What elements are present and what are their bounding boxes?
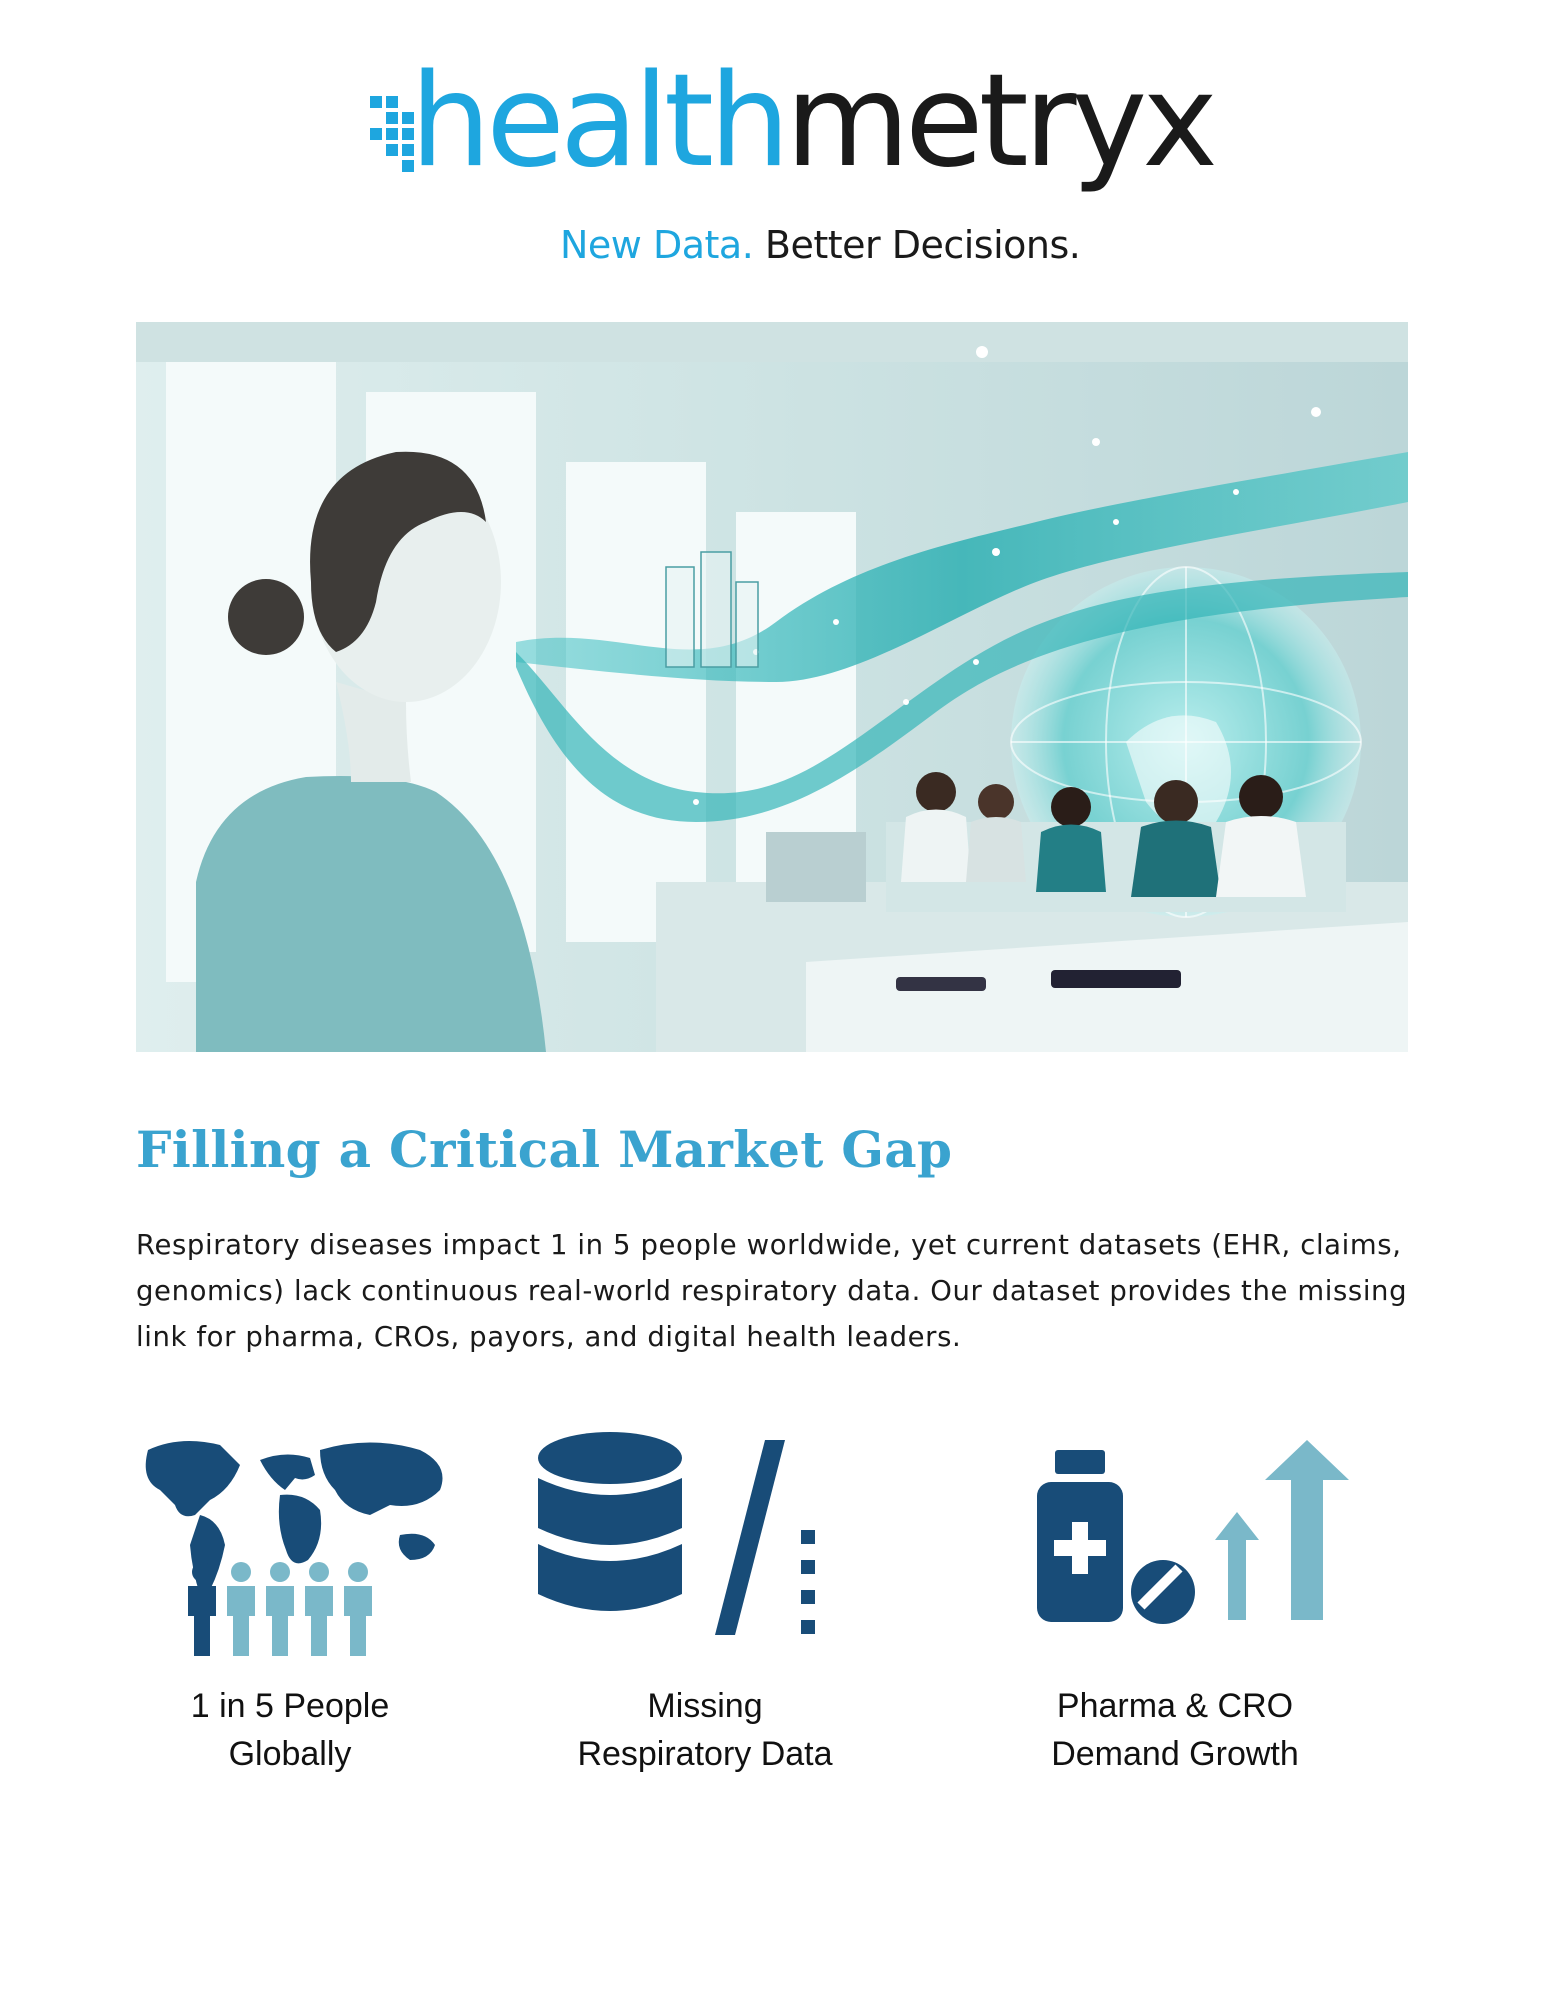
feature-label-demand-growth: Pharma & CRO Demand Growth (965, 1682, 1385, 1778)
feature-demand-growth: Pharma & CRO Demand Growth (965, 1420, 1385, 1780)
feature-global-prevalence: 1 in 5 People Globally (80, 1420, 500, 1780)
logo-wordmark: healthmetryx (410, 58, 1218, 186)
tagline-new-data: New Data. (560, 223, 754, 267)
woman-breathing-data-stream-illustration (136, 322, 1408, 1052)
feature-label-line1: 1 in 5 People (190, 1687, 390, 1725)
medicine-growth-arrows-icon (1037, 1440, 1349, 1624)
logo-word-health: health (410, 47, 790, 196)
section-body: Respiratory diseases impact 1 in 5 peopl… (136, 1229, 1408, 1353)
section-title: Filling a Critical Market Gap (136, 1120, 953, 1179)
pixel-grid-icon (370, 96, 414, 172)
database-slash-icon (538, 1432, 815, 1635)
feature-label-line2: Demand Growth (1051, 1735, 1299, 1773)
hero-image (136, 322, 1408, 1052)
feature-label-line2: Globally (228, 1735, 352, 1773)
feature-label-line1: Pharma & CRO (1056, 1687, 1294, 1725)
feature-missing-data: Missing Respiratory Data (495, 1420, 915, 1780)
feature-label-missing-data: Missing Respiratory Data (495, 1682, 915, 1778)
world-map-people-icon (145, 1441, 443, 1656)
tagline-better-decisions: Better Decisions. (764, 223, 1081, 267)
logo-word-metryx: metryx (785, 47, 1218, 196)
feature-label-line1: Missing (647, 1687, 763, 1725)
brand-logo: healthmetryx New Data. Better Decisions. (370, 58, 1218, 268)
feature-label-line2: Respiratory Data (577, 1735, 833, 1773)
feature-label-global-prevalence: 1 in 5 People Globally (80, 1682, 500, 1778)
logo-tagline: New Data. Better Decisions. (560, 223, 1081, 267)
